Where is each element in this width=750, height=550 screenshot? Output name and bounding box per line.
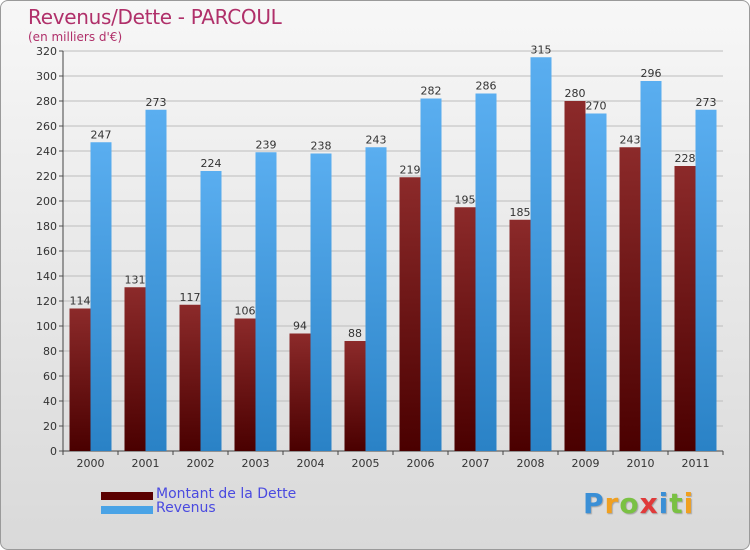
x-tick-label: 2004 (297, 457, 325, 470)
y-tick-label: 220 (36, 170, 57, 183)
y-tick-label: 240 (36, 145, 57, 158)
y-tick-label: 140 (36, 270, 57, 283)
bar-revenus (420, 98, 442, 451)
data-label-revenus: 247 (91, 128, 112, 141)
data-label-revenus: 224 (201, 157, 222, 170)
bar-debt (179, 304, 201, 451)
data-label-revenus: 273 (696, 96, 717, 109)
x-tick-label: 2009 (572, 457, 600, 470)
y-tick-label: 160 (36, 245, 57, 258)
x-tick-label: 2007 (462, 457, 490, 470)
bar-debt (124, 287, 146, 451)
logo-letter: r (604, 487, 620, 520)
data-label-revenus: 243 (366, 133, 387, 146)
bar-revenus (145, 109, 167, 451)
x-tick-label: 2003 (242, 457, 270, 470)
bar-debt (564, 101, 586, 451)
legend-swatch-debt (101, 492, 153, 500)
bar-revenus (475, 93, 497, 451)
data-label-revenus: 282 (421, 85, 442, 98)
y-tick-label: 120 (36, 295, 57, 308)
data-label-debt: 228 (675, 152, 696, 165)
x-tick-label: 2006 (407, 457, 435, 470)
proxiti-logo: Proxiti (583, 487, 694, 520)
bar-debt (69, 308, 91, 451)
data-label-debt: 94 (293, 320, 307, 333)
data-label-debt: 195 (455, 193, 476, 206)
data-label-revenus: 286 (476, 80, 497, 93)
bar-debt (619, 147, 641, 451)
data-label-debt: 106 (235, 305, 256, 318)
data-label-revenus: 296 (641, 67, 662, 80)
bar-revenus (530, 57, 552, 451)
y-tick-label: 20 (43, 420, 57, 433)
bar-revenus (695, 109, 717, 451)
legend-label-revenus: Revenus (156, 500, 216, 516)
y-tick-label: 100 (36, 320, 57, 333)
y-tick-label: 320 (36, 45, 57, 58)
chart-title: Revenus/Dette - PARCOUL (28, 5, 282, 29)
x-tick-label: 2010 (627, 457, 655, 470)
data-label-debt: 185 (510, 206, 531, 219)
bar-debt (344, 341, 366, 451)
y-tick-label: 260 (36, 120, 57, 133)
legend-label-debt: Montant de la Dette (156, 486, 297, 502)
y-tick-label: 0 (50, 445, 57, 458)
data-label-debt: 219 (400, 163, 421, 176)
x-tick-label: 2002 (187, 457, 215, 470)
logo-letter: i (683, 487, 695, 520)
x-tick-label: 2001 (132, 457, 160, 470)
bar-revenus (255, 152, 277, 451)
y-tick-label: 200 (36, 195, 57, 208)
bar-revenus (640, 81, 662, 451)
chart-subtitle: (en milliers d'€) (28, 30, 123, 44)
logo-letter: t (669, 487, 684, 520)
logo-letter: o (619, 487, 640, 520)
x-tick-label: 2000 (77, 457, 105, 470)
bar-debt (454, 207, 476, 451)
bar-debt (509, 219, 531, 451)
data-label-debt: 131 (125, 273, 146, 286)
x-tick-label: 2008 (517, 457, 545, 470)
bar-revenus (365, 147, 387, 451)
bar-debt (289, 333, 311, 451)
bar-debt (234, 318, 256, 451)
legend-swatch-revenus (101, 506, 153, 514)
x-tick-label: 2005 (352, 457, 380, 470)
logo-letter: P (583, 487, 605, 520)
bar-debt (674, 166, 696, 451)
bar-debt (399, 177, 421, 451)
y-tick-label: 180 (36, 220, 57, 233)
data-label-debt: 88 (348, 327, 362, 340)
data-label-revenus: 273 (146, 96, 167, 109)
x-tick-label: 2011 (682, 457, 710, 470)
data-label-revenus: 239 (256, 138, 277, 151)
data-label-debt: 243 (620, 133, 641, 146)
data-label-debt: 280 (565, 87, 586, 100)
data-label-revenus: 238 (311, 140, 332, 153)
bar-revenus (90, 142, 112, 451)
data-label-revenus: 270 (586, 100, 607, 113)
y-tick-label: 40 (43, 395, 57, 408)
y-tick-label: 60 (43, 370, 57, 383)
bar-revenus (200, 171, 222, 451)
bar-revenus (585, 113, 607, 451)
logo-letter: x (639, 487, 659, 520)
y-tick-label: 300 (36, 70, 57, 83)
data-label-debt: 117 (180, 291, 201, 304)
data-label-debt: 114 (70, 295, 91, 308)
y-tick-label: 280 (36, 95, 57, 108)
y-tick-label: 80 (43, 345, 57, 358)
logo-letter: i (658, 487, 670, 520)
data-label-revenus: 315 (531, 43, 552, 56)
bar-revenus (310, 153, 332, 451)
